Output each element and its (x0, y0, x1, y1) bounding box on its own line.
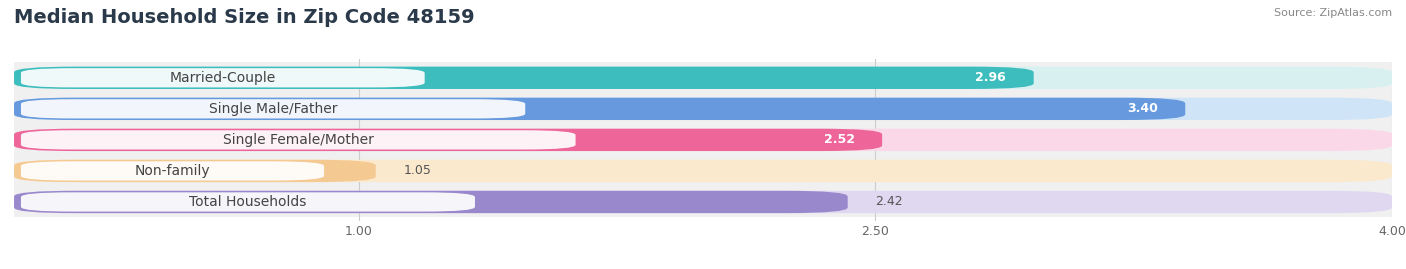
FancyBboxPatch shape (14, 191, 848, 213)
FancyBboxPatch shape (21, 99, 526, 118)
FancyBboxPatch shape (14, 186, 1392, 217)
FancyBboxPatch shape (14, 67, 1392, 89)
FancyBboxPatch shape (14, 98, 1185, 120)
Text: 1.05: 1.05 (404, 164, 432, 178)
Text: Single Male/Father: Single Male/Father (209, 102, 337, 116)
Text: 2.96: 2.96 (976, 71, 1007, 84)
Text: Married-Couple: Married-Couple (170, 71, 276, 85)
Text: Non-family: Non-family (135, 164, 211, 178)
Text: Single Female/Mother: Single Female/Mother (222, 133, 374, 147)
FancyBboxPatch shape (14, 129, 1392, 151)
Text: 2.52: 2.52 (824, 133, 855, 146)
FancyBboxPatch shape (14, 129, 882, 151)
FancyBboxPatch shape (14, 160, 375, 182)
FancyBboxPatch shape (14, 155, 1392, 186)
FancyBboxPatch shape (14, 67, 1033, 89)
FancyBboxPatch shape (21, 130, 575, 150)
FancyBboxPatch shape (21, 161, 325, 180)
FancyBboxPatch shape (14, 62, 1392, 93)
Text: 2.42: 2.42 (875, 196, 903, 208)
FancyBboxPatch shape (14, 160, 1392, 182)
FancyBboxPatch shape (14, 191, 1392, 213)
Text: Source: ZipAtlas.com: Source: ZipAtlas.com (1274, 8, 1392, 18)
FancyBboxPatch shape (21, 192, 475, 212)
FancyBboxPatch shape (14, 98, 1392, 120)
Text: 3.40: 3.40 (1126, 102, 1157, 115)
FancyBboxPatch shape (14, 93, 1392, 124)
Text: Total Households: Total Households (190, 195, 307, 209)
FancyBboxPatch shape (21, 68, 425, 87)
Text: Median Household Size in Zip Code 48159: Median Household Size in Zip Code 48159 (14, 8, 475, 27)
FancyBboxPatch shape (14, 124, 1392, 155)
